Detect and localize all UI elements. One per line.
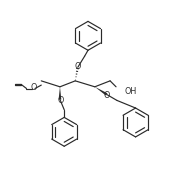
Text: O: O bbox=[30, 83, 37, 92]
Polygon shape bbox=[95, 87, 108, 96]
Text: O: O bbox=[75, 62, 81, 71]
Text: O: O bbox=[57, 96, 63, 105]
Polygon shape bbox=[59, 87, 61, 99]
Text: OH: OH bbox=[124, 87, 137, 96]
Text: O: O bbox=[103, 91, 110, 100]
